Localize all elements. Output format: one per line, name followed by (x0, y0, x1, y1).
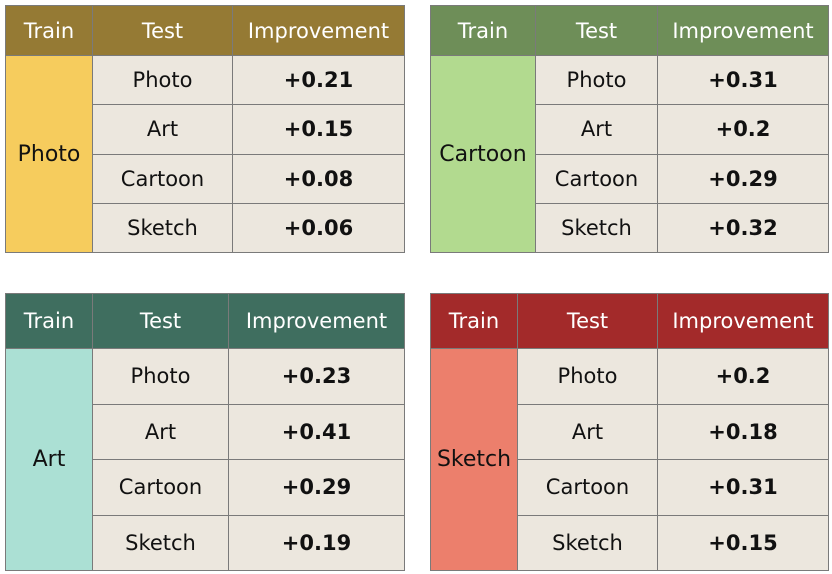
table-row: Cartoon Photo +0.31 (430, 54, 829, 253)
test-domain-cell: Art (92, 104, 233, 155)
header-test: Test (92, 293, 229, 349)
table-row: Art +0.41 (6, 403, 405, 460)
header-improvement: Improvement (232, 5, 405, 56)
table-row: Art +0.18 (431, 403, 829, 460)
test-domain-cell: Photo (535, 54, 658, 106)
improvement-value: +0.2 (657, 104, 829, 155)
train-domain-cell: Sketch (430, 348, 518, 571)
test-domain-cell: Cartoon (92, 459, 229, 516)
table-row: Art +0.15 (6, 104, 405, 155)
table-row: Cartoon +0.29 (6, 459, 405, 516)
improvement-value: +0.29 (228, 459, 405, 516)
test-domain-cell: Art (517, 403, 658, 460)
table-row: Art +0.2 (431, 104, 829, 155)
test-domain-cell: Sketch (517, 514, 658, 571)
test-domain-cell: Sketch (535, 202, 658, 254)
improvement-value: +0.32 (657, 202, 829, 254)
improvement-value: +0.06 (232, 202, 405, 254)
train-domain-cell: Photo (5, 55, 93, 253)
test-domain-cell: Cartoon (535, 153, 658, 204)
test-domain-cell: Art (535, 104, 658, 155)
header-improvement: Improvement (228, 293, 405, 349)
table-header-row: Train Test Improvement (5, 293, 405, 349)
improvement-value: +0.29 (657, 153, 829, 204)
improvement-value: +0.23 (228, 348, 405, 405)
table-row: Art Photo +0.23 (5, 348, 405, 571)
header-test: Test (517, 293, 658, 349)
table-row: Cartoon +0.29 (431, 153, 829, 204)
table-row: Sketch +0.06 (6, 202, 405, 254)
improvement-value: +0.41 (228, 403, 405, 460)
improvement-value: +0.18 (657, 403, 829, 460)
train-domain-cell: Art (5, 348, 93, 571)
header-train: Train (430, 5, 536, 56)
improvement-value: +0.31 (657, 54, 829, 106)
header-test: Test (92, 5, 233, 56)
table-header-row: Train Test Improvement (5, 5, 405, 56)
table-header-row: Train Test Improvement (430, 5, 829, 56)
test-domain-cell: Photo (92, 348, 229, 405)
table-row: Sketch +0.15 (431, 514, 829, 571)
test-domain-cell: Sketch (92, 514, 229, 571)
test-domain-cell: Cartoon (517, 459, 658, 516)
results-table-photo: Train Test Improvement Photo Photo +0.21… (5, 5, 405, 254)
header-improvement: Improvement (657, 5, 829, 56)
improvement-value: +0.19 (228, 514, 405, 571)
results-table-sketch: Train Test Improvement Sketch Photo +0.2… (430, 293, 829, 571)
header-train: Train (5, 5, 93, 56)
table-row: Sketch +0.32 (431, 202, 829, 254)
test-domain-cell: Photo (517, 348, 658, 405)
table-header-row: Train Test Improvement (430, 293, 829, 349)
header-train: Train (5, 293, 93, 349)
table-row: Photo Photo +0.21 (5, 54, 405, 253)
table-row: Sketch Photo +0.2 (430, 348, 829, 571)
test-domain-cell: Photo (92, 54, 233, 106)
improvement-value: +0.08 (232, 153, 405, 204)
improvement-value: +0.15 (232, 104, 405, 155)
table-row: Cartoon +0.31 (431, 459, 829, 516)
improvement-value: +0.31 (657, 459, 829, 516)
results-table-cartoon: Train Test Improvement Cartoon Photo +0.… (430, 5, 829, 254)
test-domain-cell: Cartoon (92, 153, 233, 204)
header-improvement: Improvement (657, 293, 829, 349)
header-train: Train (430, 293, 518, 349)
table-row: Sketch +0.19 (6, 514, 405, 571)
results-table-art: Train Test Improvement Art Photo +0.23 A… (5, 293, 405, 571)
test-domain-cell: Sketch (92, 202, 233, 254)
improvement-value: +0.2 (657, 348, 829, 405)
train-domain-cell: Cartoon (430, 55, 536, 253)
improvement-value: +0.15 (657, 514, 829, 571)
improvement-value: +0.21 (232, 54, 405, 106)
header-test: Test (535, 5, 658, 56)
test-domain-cell: Art (92, 403, 229, 460)
